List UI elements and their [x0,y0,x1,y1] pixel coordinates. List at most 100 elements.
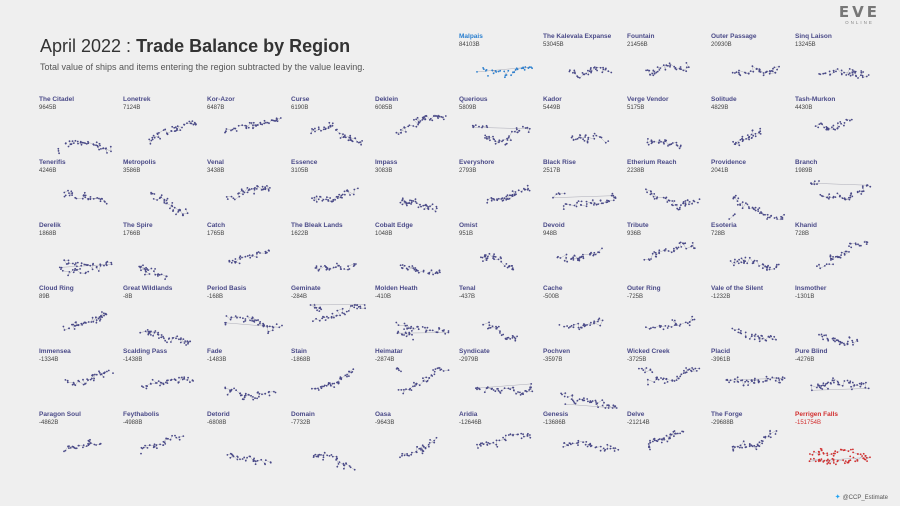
system-point [415,202,418,204]
system-point [522,433,524,436]
region-map [816,240,869,270]
system-point [685,70,688,73]
system-point [840,254,842,256]
system-point [83,263,86,266]
region-derelik: Derelik 1868B [39,222,121,284]
system-point [153,443,156,446]
system-point [488,442,491,445]
region-vale-of-the-silent: Vale of the Silent -1232B [711,285,793,347]
map-link [752,66,754,72]
system-point [515,392,517,395]
system-point [330,454,333,456]
system-point [349,134,352,137]
region-deklein: Deklein 6085B [375,96,457,158]
region-map [309,303,366,323]
region-insmother: Insmother -1301B [795,285,877,347]
system-point [734,446,736,449]
system-point [809,453,811,455]
system-point [612,447,615,449]
region-geminate: Geminate -284B [291,285,373,347]
system-point [511,193,514,196]
map-link [857,455,863,462]
system-point [231,259,234,262]
region-heimatar: Heimatar -2874B [375,348,457,410]
system-point [682,69,685,72]
region-great-wildlands: Great Wildlands -8B [123,285,205,347]
system-point [665,196,668,199]
region-name: Deklein [375,96,399,103]
system-point [744,256,747,259]
system-point [593,253,595,256]
system-point [255,256,258,258]
system-point [403,388,405,391]
region-map [638,366,701,386]
system-point [653,198,656,200]
system-point [497,388,499,390]
system-point [849,119,851,122]
system-point [428,445,430,448]
system-point [744,380,747,383]
map-link [225,322,280,328]
system-point [422,117,425,120]
system-point [581,72,584,74]
system-point [585,205,588,208]
region-map [725,375,786,387]
system-point [512,268,515,271]
region-value: -284B [291,294,308,300]
system-point [78,380,81,383]
region-value: 3105B [291,168,309,174]
system-point [425,203,427,206]
region-name: Outer Ring [627,285,661,292]
system-point [693,247,696,250]
map-link [756,260,760,267]
system-point [412,327,415,330]
system-point [63,195,66,198]
map-link [552,195,614,198]
system-point [781,376,784,379]
system-point [346,373,348,376]
system-point [397,324,400,326]
system-point [675,144,678,146]
system-point [641,367,643,370]
system-point [512,389,515,392]
system-point [326,454,329,457]
region-name: Omist [459,222,478,229]
system-point [825,334,827,337]
system-point [822,452,825,455]
system-point [146,329,149,331]
system-point [845,250,848,253]
system-point [573,254,576,257]
system-point [157,380,160,382]
region-value: -7732B [291,420,311,426]
system-point [174,379,177,381]
system-point [68,447,70,449]
map-link [593,322,601,326]
system-point [268,394,271,397]
system-point [692,368,695,371]
system-point [858,190,861,192]
region-venal: Venal 3438B [207,159,289,221]
system-point [242,320,245,323]
system-point [255,188,258,190]
system-point [514,337,517,340]
system-point [428,442,431,444]
system-point [497,258,500,261]
system-point [694,367,697,370]
system-point [405,388,407,391]
system-point [817,126,820,129]
system-point [836,68,839,70]
system-point [411,333,413,336]
system-point [507,387,510,390]
system-point [680,204,682,206]
map-link [246,122,252,128]
system-point [261,123,264,126]
system-point [429,329,431,332]
system-point [420,448,422,451]
system-point [561,393,563,396]
system-point [523,188,526,191]
region-feythabolis: Feythabolis -4988B [123,411,205,473]
system-point [504,439,507,442]
system-point [655,378,658,381]
system-point [267,332,269,335]
system-point [178,438,181,441]
